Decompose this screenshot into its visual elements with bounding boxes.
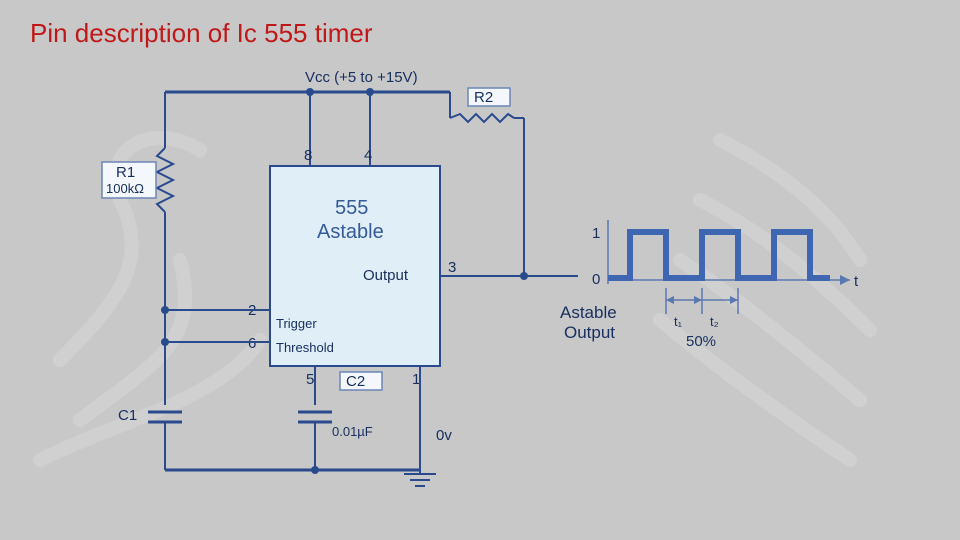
wave-t1: t₁ bbox=[674, 314, 683, 329]
pin-6: 6 bbox=[248, 335, 256, 352]
output-caption-1: Astable bbox=[560, 303, 617, 322]
chip-name: 555 bbox=[335, 197, 368, 219]
trigger-label: Trigger bbox=[276, 316, 317, 331]
r2-label: R2 bbox=[474, 89, 493, 106]
ground-label: 0v bbox=[436, 427, 452, 444]
page-title: Pin description of Ic 555 timer bbox=[30, 18, 373, 49]
waveform-chart: t 1 0 t₁ t₂ 50% bbox=[592, 220, 859, 350]
pin-8: 8 bbox=[304, 147, 312, 164]
r1-value: 100kΩ bbox=[106, 181, 144, 196]
pin-5: 5 bbox=[306, 371, 314, 388]
c2-label: C2 bbox=[346, 373, 365, 390]
circuit-diagram: Vcc (+5 to +15V) R2 R1 100kΩ 555 Astable… bbox=[110, 70, 870, 510]
vcc-label: Vcc (+5 to +15V) bbox=[305, 69, 418, 86]
wave-y1: 1 bbox=[592, 225, 600, 242]
wave-y0: 0 bbox=[592, 271, 600, 288]
pin-4: 4 bbox=[364, 147, 372, 164]
output-caption-2: Output bbox=[564, 323, 615, 342]
r1-name: R1 bbox=[116, 164, 135, 181]
pin-3: 3 bbox=[448, 259, 456, 276]
c2-value: 0.01µF bbox=[332, 424, 373, 439]
wave-duty: 50% bbox=[686, 333, 716, 350]
threshold-label: Threshold bbox=[276, 340, 334, 355]
output-label: Output bbox=[363, 267, 409, 284]
chip-mode: Astable bbox=[317, 221, 384, 243]
wave-t2: t₂ bbox=[710, 314, 719, 329]
wave-x-label: t bbox=[854, 273, 859, 290]
c1-label: C1 bbox=[118, 407, 137, 424]
